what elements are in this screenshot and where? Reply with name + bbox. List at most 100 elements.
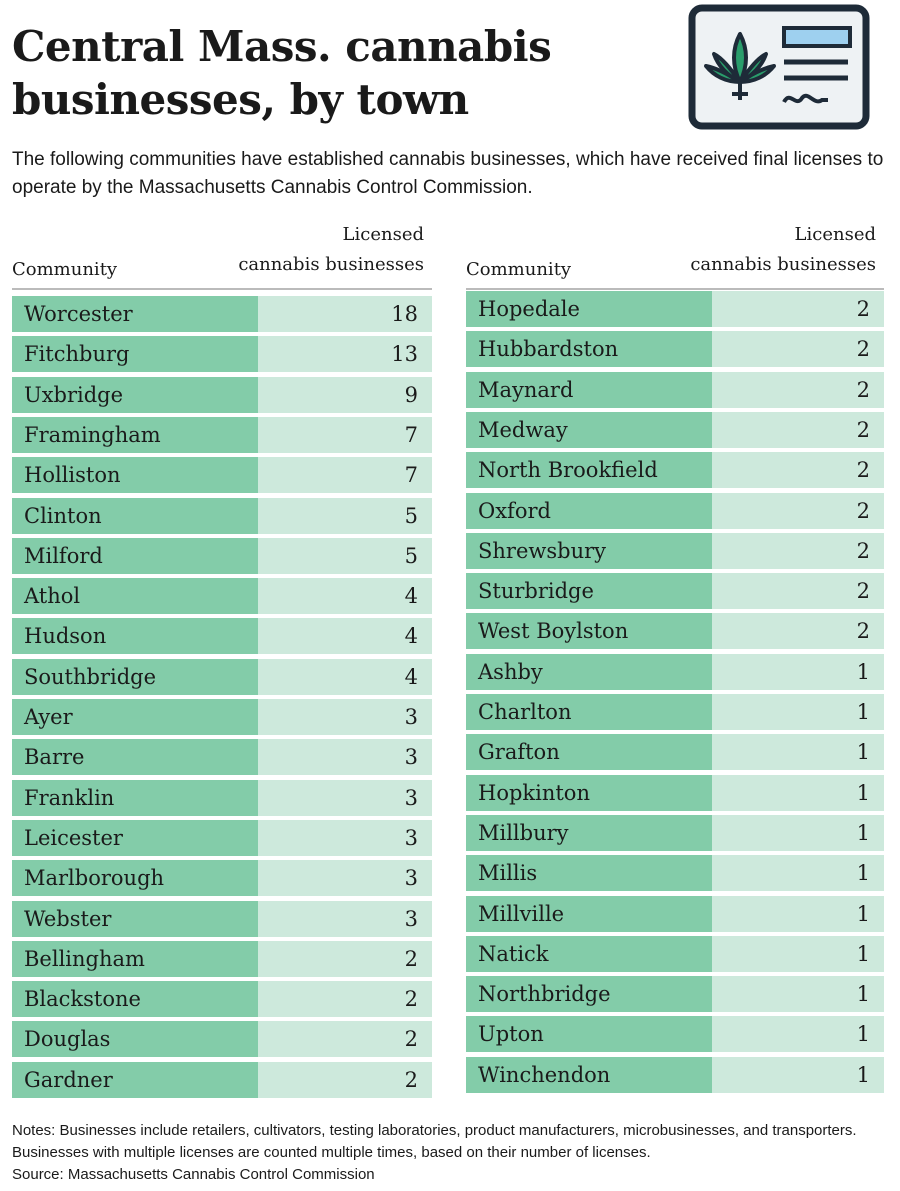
- community-name: Hopkinton: [466, 774, 712, 811]
- business-count: 5: [258, 537, 432, 574]
- community-name: Franklin: [12, 779, 258, 816]
- table-row: Webster 3: [12, 900, 432, 937]
- table-row: Framingham 7: [12, 416, 432, 453]
- table-row: Millville 1: [466, 895, 884, 932]
- community-name: Bellingham: [12, 940, 258, 977]
- business-count: 1: [712, 1016, 884, 1053]
- community-name: Shrewsbury: [466, 532, 712, 569]
- table-row: Ashby 1: [466, 653, 884, 690]
- community-name: Natick: [466, 935, 712, 972]
- table-row: Grafton 1: [466, 734, 884, 771]
- notes: Notes: Businesses include retailers, cul…: [12, 1120, 892, 1186]
- business-count: 2: [258, 940, 432, 977]
- community-name: Marlborough: [12, 860, 258, 897]
- business-count: 3: [258, 699, 432, 735]
- community-name: Webster: [12, 900, 258, 937]
- business-count: 2: [712, 452, 884, 489]
- business-count: 1: [712, 976, 884, 1013]
- community-name: Fitchburg: [12, 336, 258, 373]
- business-count: 1: [712, 653, 884, 690]
- business-count: 5: [258, 497, 432, 534]
- header-licensed: Licensed cannabis businesses: [690, 220, 876, 280]
- table-row: Shrewsbury 2: [466, 532, 884, 569]
- community-name: Gardner: [12, 1061, 258, 1098]
- table-row: Bellingham 2: [12, 940, 432, 977]
- community-name: Oxford: [466, 492, 712, 529]
- community-name: Hubbardston: [466, 331, 712, 368]
- table-row: Natick 1: [466, 935, 884, 972]
- table-row: West Boylston 2: [466, 613, 884, 650]
- community-name: Leicester: [12, 819, 258, 856]
- community-name: Ashby: [466, 653, 712, 690]
- table-row: Leicester 3: [12, 819, 432, 856]
- business-count: 2: [258, 1061, 432, 1098]
- business-count: 7: [258, 457, 432, 494]
- business-count: 2: [712, 411, 884, 448]
- table-row: Millbury 1: [466, 814, 884, 851]
- table-row: Athol 4: [12, 578, 432, 615]
- header-community: Community: [12, 259, 118, 280]
- subtitle: The following communities have establish…: [12, 149, 884, 198]
- community-name: Medway: [466, 411, 712, 448]
- community-name: Barre: [12, 739, 258, 776]
- table-row: Gardner 2: [12, 1061, 432, 1098]
- community-name: Northbridge: [466, 976, 712, 1013]
- business-count: 1: [712, 814, 884, 851]
- business-count: 3: [258, 779, 432, 816]
- table-row: Millis 1: [466, 855, 884, 892]
- community-name: Millis: [466, 855, 712, 892]
- community-name: West Boylston: [466, 613, 712, 650]
- table-row: Clinton 5: [12, 497, 432, 534]
- business-count: 2: [712, 492, 884, 529]
- table-row: Oxford 2: [466, 492, 884, 529]
- business-count: 18: [258, 296, 432, 332]
- table-row: Charlton 1: [466, 694, 884, 730]
- business-count: 1: [712, 895, 884, 932]
- business-count: 2: [712, 613, 884, 650]
- community-name: Uxbridge: [12, 376, 258, 413]
- table-row: Maynard 2: [466, 371, 884, 408]
- header-community: Community: [466, 259, 572, 280]
- table-row: Ayer 3: [12, 699, 432, 735]
- table-row: Marlborough 3: [12, 860, 432, 897]
- table-row: Hopkinton 1: [466, 774, 884, 811]
- community-name: Millbury: [466, 814, 712, 851]
- community-name: Upton: [466, 1016, 712, 1053]
- license-icon: [688, 4, 870, 130]
- community-name: Sturbridge: [466, 573, 712, 610]
- table-left: Community Licensed cannabis businesses Worc…: [12, 222, 432, 1098]
- business-count: 7: [258, 416, 432, 453]
- table-row: Fitchburg 13: [12, 336, 432, 373]
- notes-text: Notes: Businesses include retailers, cul…: [12, 1122, 857, 1161]
- header-licensed-line: cannabis businesses: [690, 254, 876, 275]
- community-name: Worcester: [12, 296, 258, 332]
- business-count: 1: [712, 1056, 884, 1093]
- table-row: North Brookfield 2: [466, 452, 884, 489]
- community-name: Hudson: [12, 618, 258, 655]
- table-row: Medway 2: [466, 411, 884, 448]
- community-name: Holliston: [12, 457, 258, 494]
- table-row: Douglas 2: [12, 1021, 432, 1058]
- table-header: Community Licensed cannabis businesses: [466, 222, 884, 290]
- business-count: 4: [258, 578, 432, 615]
- table-row: Hubbardston 2: [466, 331, 884, 368]
- business-count: 4: [258, 618, 432, 655]
- table-row: Milford 5: [12, 537, 432, 574]
- table-row: Barre 3: [12, 739, 432, 776]
- community-name: Framingham: [12, 416, 258, 453]
- business-count: 13: [258, 336, 432, 373]
- table-row: Hudson 4: [12, 618, 432, 655]
- business-count: 2: [258, 981, 432, 1018]
- community-name: Clinton: [12, 497, 258, 534]
- business-count: 3: [258, 860, 432, 897]
- community-name: Milford: [12, 537, 258, 574]
- business-count: 2: [712, 532, 884, 569]
- community-name: North Brookfield: [466, 452, 712, 489]
- source: Source: Massachusetts Cannabis Control C…: [12, 1166, 375, 1183]
- business-count: 2: [258, 1021, 432, 1058]
- table-row: Franklin 3: [12, 779, 432, 816]
- table-row: Blackstone 2: [12, 981, 432, 1018]
- community-name: Hopedale: [466, 291, 712, 327]
- community-name: Blackstone: [12, 981, 258, 1018]
- business-count: 2: [712, 291, 884, 327]
